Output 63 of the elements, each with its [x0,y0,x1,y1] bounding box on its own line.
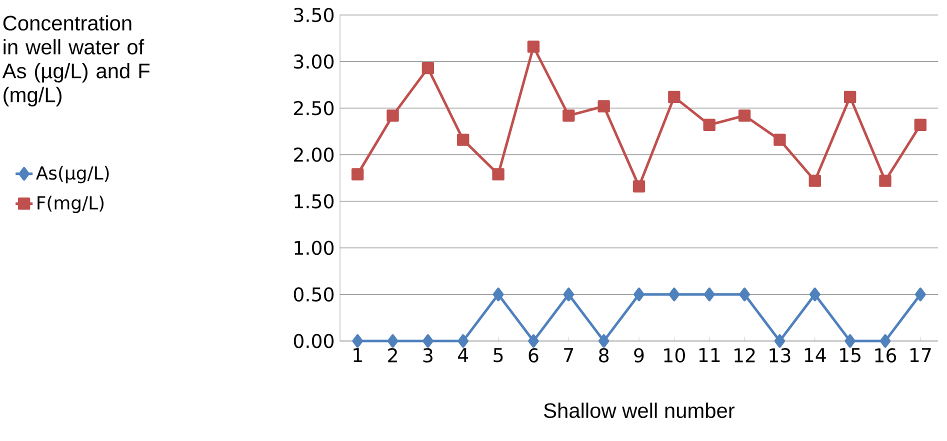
y-tick-label: 3.50 [294,8,334,22]
point [880,334,891,348]
x-tick-label: 15 [840,348,860,362]
point [704,288,715,302]
x-tick-label: 3 [423,348,432,362]
point [808,174,821,187]
x-tick-label: 11 [699,348,720,362]
x-tick-label: 17 [910,348,931,362]
x-tick-label: 4 [458,348,468,362]
point [492,168,504,180]
point [668,288,680,302]
legend-label: F(mg/L) [38,196,104,214]
x-tick-label: 14 [804,348,826,362]
x-tick-label: 2 [388,348,397,362]
point [703,118,716,132]
x-tick-label: 9 [634,348,644,362]
point [598,100,610,112]
x-tick-label: 10 [664,348,685,362]
y-tick-label: 1.00 [294,240,334,256]
point [738,109,751,122]
point [458,334,469,348]
y-tick-label: 2.00 [294,148,334,162]
point [562,109,575,122]
point [668,90,680,104]
point [457,134,470,146]
legend-label: As(µg/L) [36,166,109,184]
point [774,134,786,146]
x-tick-label: 8 [599,348,609,362]
point [422,62,434,74]
point [774,334,786,348]
x-tick-label: 12 [734,348,755,362]
y-tick-label: 0.50 [294,287,334,302]
y-tick-label: 1.50 [294,194,334,208]
point [351,168,364,180]
x-axis-title: Shallow well number [544,402,735,418]
y-tick-label: 3.00 [294,54,334,69]
x-tick-label: 6 [528,348,538,362]
point [809,288,820,302]
point [632,180,646,192]
point [492,288,504,302]
point [914,118,927,132]
point [914,288,926,302]
point [528,334,539,348]
point [598,334,610,348]
point [386,109,399,122]
point [422,334,434,348]
point [879,174,892,187]
point [844,334,856,348]
y-tick-label: 2.50 [294,100,334,116]
point [844,90,856,104]
point [634,288,644,302]
x-tick-label: 7 [564,348,574,362]
y-tick-label: 0.00 [294,334,334,348]
x-tick-label: 1 [354,348,362,362]
x-tick-label: 5 [494,348,503,362]
x-tick-label: 13 [770,348,790,362]
point [527,40,540,53]
x-tick-label: 16 [875,348,896,362]
point [563,288,574,302]
point [387,334,398,348]
point [739,288,750,302]
point [352,334,364,348]
text: Concentration in well water of As (µg/L) and F (mg/L) [2,15,150,106]
